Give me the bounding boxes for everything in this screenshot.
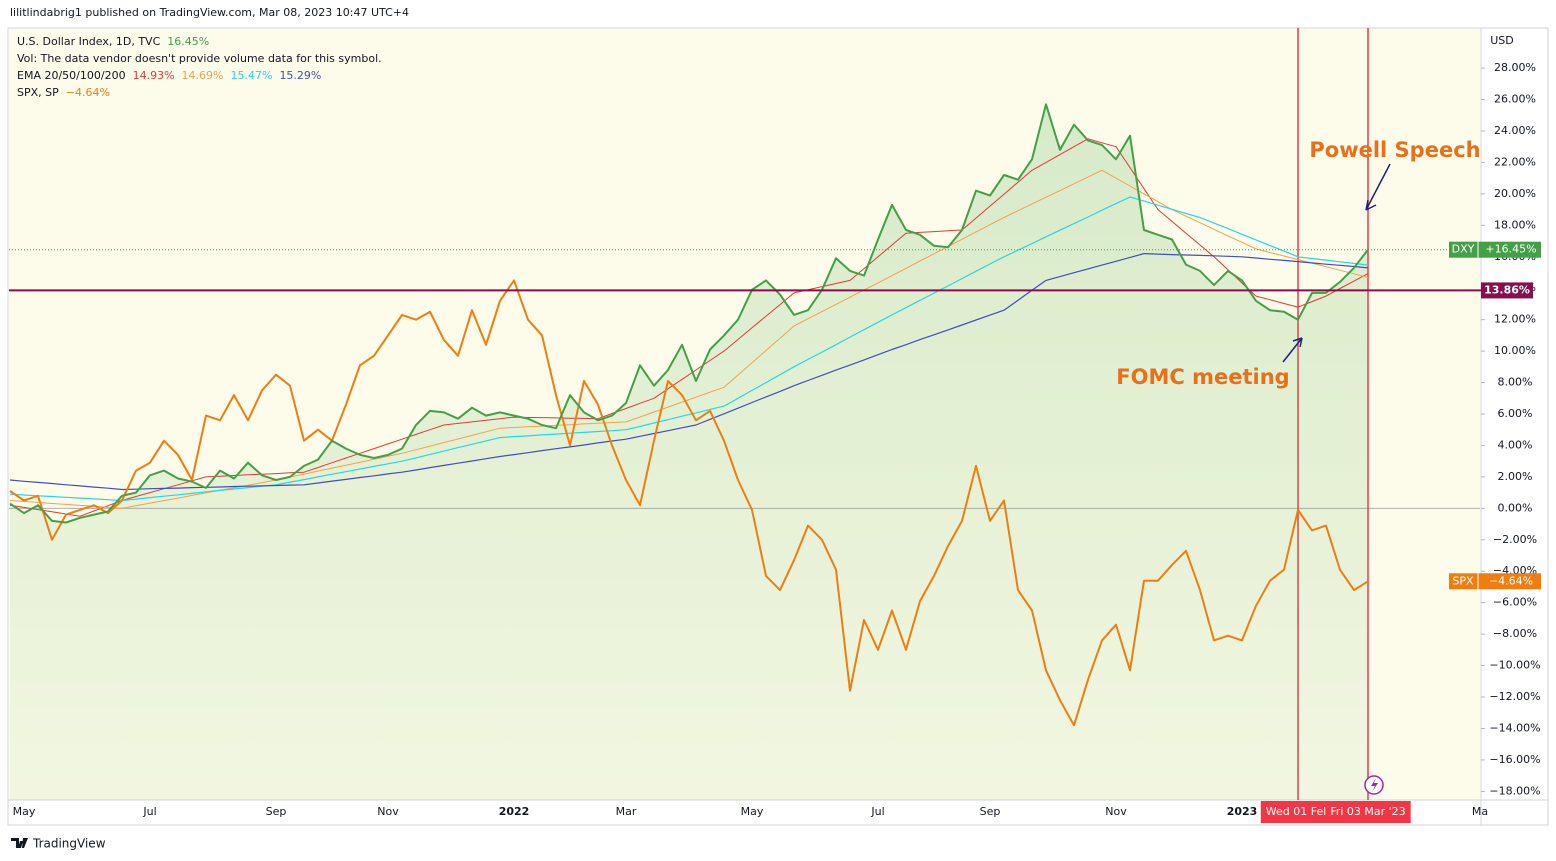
y-tick-label: 22.00% [1494, 155, 1536, 168]
x-tick-label: May [13, 805, 36, 818]
y-tick-label: 20.00% [1494, 187, 1536, 200]
y-tick-label: 18.00% [1494, 218, 1536, 231]
legend-value: 14.93% [133, 69, 175, 82]
overlay [9, 249, 1481, 292]
hline-label-box [1481, 282, 1533, 299]
legend-name: U.S. Dollar Index, 1D, TVC [17, 35, 161, 48]
series-line [9, 169, 1369, 509]
series-line [9, 103, 1369, 524]
y-tick-label: 28.00% [1494, 61, 1536, 74]
logo-mark [11, 838, 28, 848]
price-tag-value: +16.45% [1485, 243, 1536, 256]
price-tag-box [1449, 573, 1541, 590]
y-tick-label: −8.00% [1493, 627, 1537, 640]
series-line [9, 253, 1369, 491]
legend-name: EMA 20/50/100/200 [17, 69, 126, 82]
y-tick-label: −18.00% [1489, 784, 1540, 797]
series-line [9, 279, 1369, 727]
y-tick-label: −2.00% [1493, 533, 1537, 546]
marker-label-box [1260, 801, 1336, 823]
area-fill [10, 104, 1368, 801]
plot-area [9, 28, 1480, 801]
legend-name: SPX, SP [17, 86, 59, 99]
legend-value: 16.45% [167, 35, 209, 48]
y-tick-label: −6.00% [1493, 596, 1537, 609]
y-tick-label: 0.00% [1498, 501, 1533, 514]
x-tick-label: Nov [1105, 805, 1127, 818]
price-tag-box [1449, 241, 1541, 258]
axis-unit: USD [1490, 34, 1514, 47]
price-tag-symbol: DXY [1452, 243, 1475, 256]
replay-icon[interactable] [1364, 775, 1384, 795]
footer-brand: TradingView [32, 837, 106, 851]
x-tick-label: 2023 [1227, 805, 1258, 818]
y-tick-label: −12.00% [1489, 690, 1540, 703]
powell-arrow [1365, 163, 1391, 211]
y-tick-label: 12.00% [1494, 313, 1536, 326]
x-tick-label: Jul [870, 805, 884, 818]
y-tick-label: −10.00% [1489, 659, 1540, 672]
fomc-arrow [1282, 337, 1303, 363]
x-tick-label: Nov [377, 805, 399, 818]
legend-value: 14.69% [182, 69, 224, 82]
y-tick-label: −14.00% [1489, 721, 1540, 734]
marker-label: Fri 03 Mar '23 [1330, 805, 1405, 818]
legend-value: 15.29% [279, 69, 321, 82]
y-tick-label: 8.00% [1498, 376, 1533, 389]
legend-volume-note: Vol: The data vendor doesn't provide vol… [17, 52, 382, 65]
legend-value: 15.47% [230, 69, 272, 82]
replay-bolt [1371, 778, 1378, 792]
annotation: Powell Speech [1309, 138, 1480, 162]
x-tick-label: Sep [980, 805, 1001, 818]
publish-header: lilitlindabrig1 published on TradingView… [10, 6, 409, 19]
price-tag-symbol: SPX [1452, 574, 1474, 587]
y-tick-label: 26.00% [1494, 93, 1536, 106]
y-tick-label: −16.00% [1489, 753, 1540, 766]
hline-label: 13.86% [1484, 283, 1530, 296]
y-tick-label: 2.00% [1498, 470, 1533, 483]
y-tick-label: 6.00% [1498, 407, 1533, 420]
marker-label: Wed 01 Feb [1266, 805, 1330, 818]
x-tick-label: 2022 [499, 805, 530, 818]
x-tick-label: Mar [616, 805, 637, 818]
x-tick-label: Ma [1472, 805, 1488, 818]
legend-value: −4.64% [66, 86, 110, 99]
y-tick-label: 10.00% [1494, 344, 1536, 357]
marker-label-box [1325, 801, 1411, 823]
price-tag-value: −4.64% [1489, 574, 1533, 587]
x-tick-label: May [741, 805, 764, 818]
footer-logo [11, 838, 28, 848]
annotation: FOMC meeting [1116, 365, 1289, 389]
x-tick-label: Sep [266, 805, 287, 818]
x-tick-label: Jul [142, 805, 156, 818]
chart-frame [7, 27, 1549, 826]
series-line [9, 196, 1369, 502]
y-tick-label: 4.00% [1498, 438, 1533, 451]
y-tick-label: 24.00% [1494, 124, 1536, 137]
